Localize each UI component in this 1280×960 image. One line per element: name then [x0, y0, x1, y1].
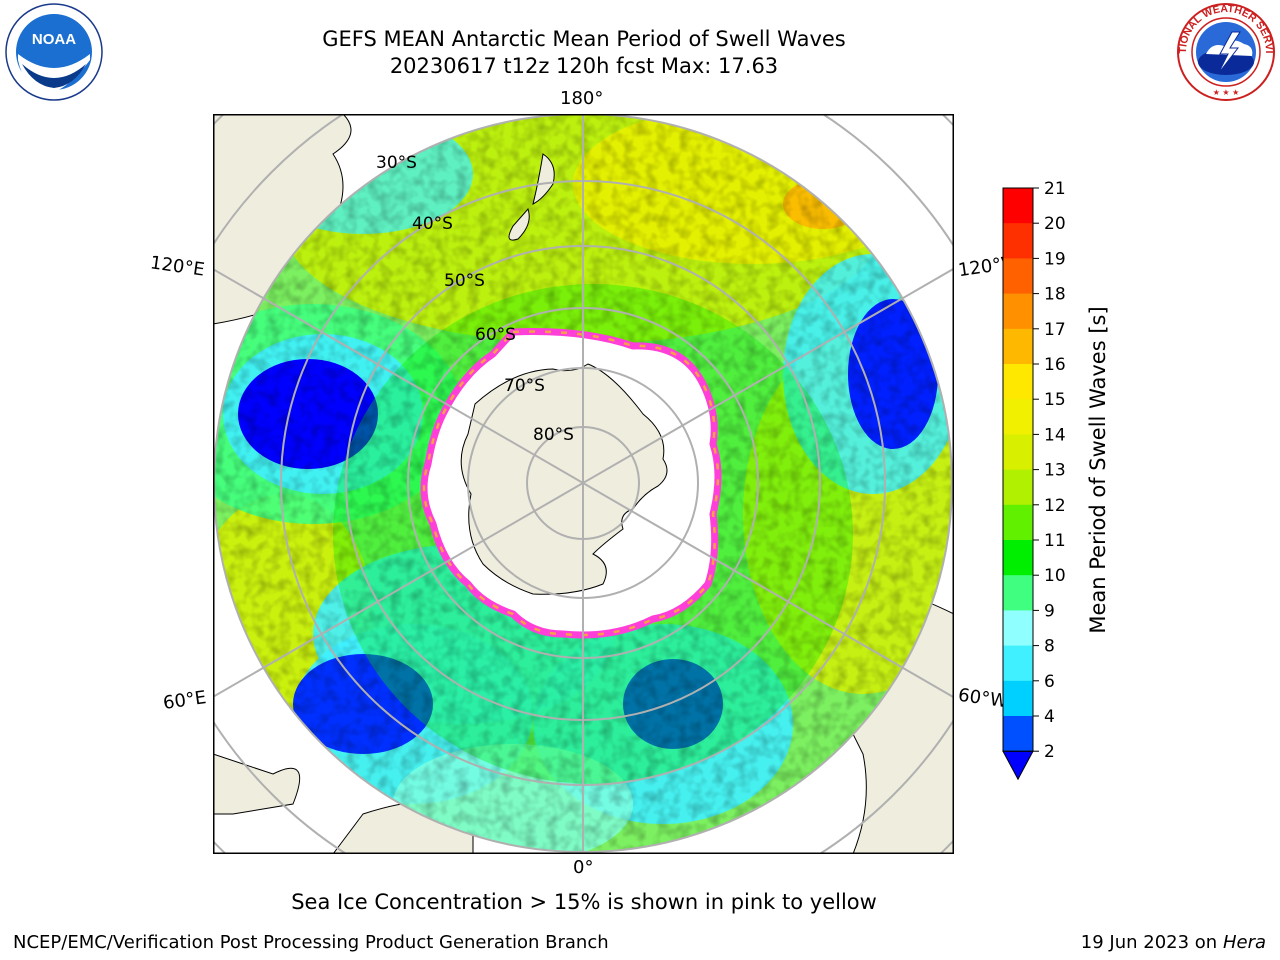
- graticule: [213, 114, 954, 854]
- colorbar-tick-label: 19: [1044, 249, 1066, 269]
- svg-text:NOAA: NOAA: [32, 31, 76, 48]
- chart-title: GEFS MEAN Antarctic Mean Period of Swell…: [322, 27, 846, 51]
- colorbar-segment: [1003, 258, 1033, 295]
- colorbar-tick-label: 9: [1044, 601, 1055, 621]
- colorbar: 2 4 6 8 9 10 11 12 13 14 15 16 17 18 19 20 21: [1002, 180, 1066, 781]
- lon-label-120e: 120°E: [148, 252, 206, 281]
- colorbar-segment: [1003, 223, 1033, 259]
- colorbar-tick-label: 21: [1044, 180, 1066, 199]
- colorbar-segment: [1003, 469, 1033, 506]
- colorbar-segment: [1003, 399, 1033, 435]
- colorbar-tick-label: 13: [1044, 461, 1066, 481]
- colorbar-tick-label: 18: [1044, 285, 1066, 305]
- lat-label-30s: 30°S: [376, 153, 417, 173]
- colorbar-segment: [1003, 364, 1033, 400]
- colorbar-segment: [1003, 645, 1033, 682]
- sea-ice-edge: [422, 330, 720, 637]
- antarctica-land: [460, 363, 668, 595]
- colorbar-segment: [1003, 293, 1033, 330]
- colorbar-tick-label: 14: [1044, 425, 1066, 445]
- colorbar-segment: [1003, 434, 1033, 471]
- colorbar-segment: [1003, 716, 1033, 752]
- lon-label-0: 0°: [573, 857, 594, 878]
- colorbar-tick-label: 4: [1044, 707, 1055, 727]
- noaa-logo: NOAA: [5, 3, 103, 101]
- sea-ice-note: Sea Ice Concentration > 15% is shown in …: [291, 890, 877, 914]
- lat-label-80s: 80°S: [533, 425, 574, 445]
- lat-label-60s: 60°S: [475, 325, 516, 345]
- colorbar-tick-label: 15: [1044, 390, 1066, 410]
- colorbar-segment: [1003, 188, 1033, 224]
- colorbar-segment: [1003, 575, 1033, 611]
- polar-map: 30°S 40°S 50°S 60°S 70°S 80°S: [212, 113, 955, 855]
- new-zealand-land: [508, 153, 555, 241]
- colorbar-tick-label: 10: [1044, 566, 1066, 586]
- colorbar-extend-arrow: [1002, 750, 1034, 781]
- colorbar-segment: [1003, 610, 1033, 647]
- colorbar-tick-label: 6: [1044, 672, 1055, 692]
- colorbar-tick-label: 20: [1044, 214, 1066, 234]
- colorbar-tick-label: 2: [1044, 742, 1055, 762]
- lat-label-40s: 40°S: [412, 214, 453, 234]
- colorbar-segment: [1003, 328, 1033, 365]
- colorbar-segment: [1003, 680, 1033, 717]
- colorbar-segment: [1003, 504, 1033, 541]
- map-border: [212, 113, 955, 855]
- svg-text:★ ★ ★: ★ ★ ★: [1213, 88, 1240, 97]
- colorbar-tick-label: 16: [1044, 355, 1066, 375]
- chart-subtitle: 20230617 t12z 120h fcst Max: 17.63: [389, 54, 779, 78]
- colorbar-tick-label: 12: [1044, 496, 1066, 516]
- colorbar-tick-label: 11: [1044, 531, 1066, 551]
- nws-logo: NATIONAL WEATHER SERVICE ★ ★ ★: [1176, 2, 1275, 101]
- lon-label-180: 180°: [560, 88, 604, 109]
- footer-date-text: 19 Jun 2023 on: [1080, 932, 1218, 953]
- lat-label-50s: 50°S: [444, 271, 485, 291]
- footer-credit: NCEP/EMC/Verification Post Processing Pr…: [13, 932, 609, 953]
- map-panel: 30°S 40°S 50°S 60°S 70°S 80°S: [212, 113, 955, 855]
- footer-machine: Hera: [1222, 932, 1266, 953]
- colorbar-tick-label: 17: [1044, 320, 1066, 340]
- lon-label-60e: 60°E: [161, 687, 208, 714]
- lat-label-70s: 70°S: [504, 376, 545, 396]
- colorbar-tick-label: 8: [1044, 637, 1055, 657]
- footer-date: 19 Jun 2023 on Hera: [1081, 932, 1266, 953]
- colorbar-segment: [1003, 540, 1033, 576]
- colorbar-label: Mean Period of Swell Waves [s]: [1086, 306, 1110, 634]
